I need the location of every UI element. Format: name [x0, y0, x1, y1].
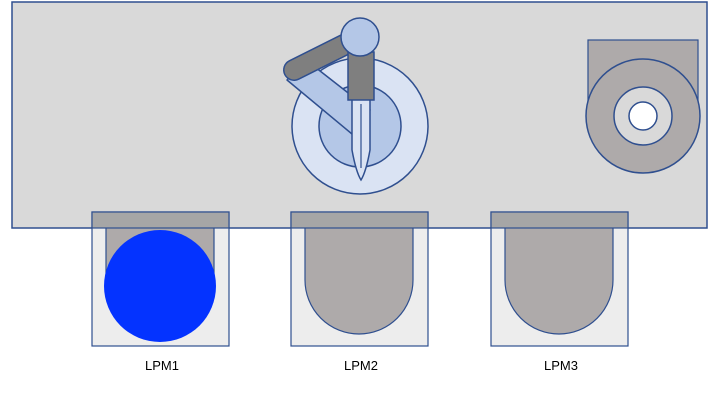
lpm2-label: LPM2 — [344, 358, 378, 373]
aligner — [585, 39, 701, 174]
load-port-lpm3 — [490, 211, 629, 347]
lpm3-label: LPM3 — [544, 358, 578, 373]
transfer-robot — [283, 17, 429, 195]
aligner-hole — [628, 101, 658, 131]
foup-shell — [304, 225, 414, 335]
port-door-bar — [91, 211, 230, 229]
robot-wrist-block — [347, 51, 375, 101]
load-port-lpm2 — [290, 211, 429, 347]
foup-shell — [504, 225, 614, 335]
wafer — [104, 230, 216, 342]
lpm1-label: LPM1 — [145, 358, 179, 373]
port-door-bar — [290, 211, 429, 229]
robot-joint — [340, 17, 380, 57]
port-door-bar — [490, 211, 629, 229]
load-port-lpm1 — [91, 211, 230, 347]
